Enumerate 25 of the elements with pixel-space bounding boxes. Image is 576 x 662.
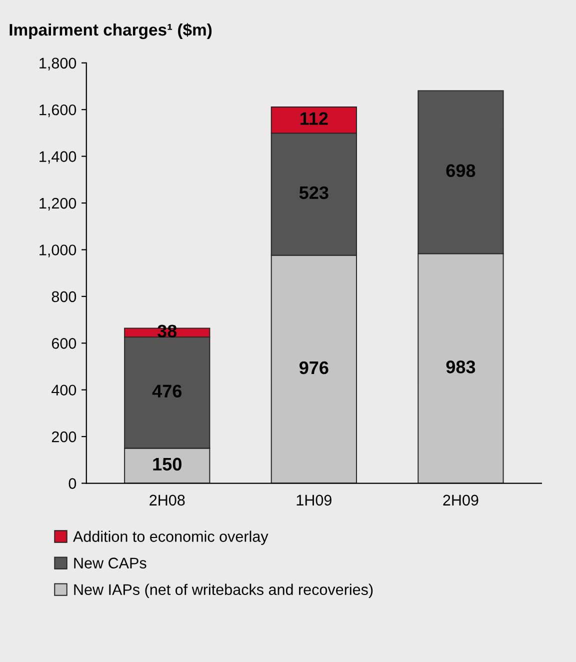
y-tick-label: 600 <box>52 338 76 349</box>
data-label: 112 <box>300 112 328 125</box>
legend-label: New IAPs (net of writebacks and recoveries) <box>74 584 373 598</box>
legend-label: Addition to economic overlay <box>73 530 268 545</box>
data-label: 976 <box>299 361 328 374</box>
y-tick-label: 400 <box>52 384 76 396</box>
data-label: 38 <box>158 324 177 338</box>
y-tick-label: 0 <box>68 478 76 489</box>
chart-title: Impairment charges¹ ($m) <box>10 23 212 40</box>
y-tick-label: 1,600 <box>40 104 76 118</box>
y-tick-label: 1,800 <box>40 58 76 70</box>
data-label: 698 <box>446 164 476 178</box>
y-tick-label: 200 <box>52 431 76 442</box>
data-label: 150 <box>153 458 182 471</box>
y-tick-label: 1,000 <box>40 244 76 258</box>
y-tick-label: 1,400 <box>40 151 76 164</box>
x-tick-label: 2H09 <box>443 494 478 506</box>
y-tick-label: 800 <box>52 291 76 302</box>
data-label: 523 <box>299 186 328 200</box>
data-label: 476 <box>152 384 182 398</box>
data-label: 983 <box>446 360 476 374</box>
legend-label: New CAPs <box>74 558 146 568</box>
y-tick-label: 1,200 <box>40 198 76 211</box>
x-tick-label: 1H09 <box>296 494 332 506</box>
x-tick-label: 2H08 <box>150 494 185 506</box>
